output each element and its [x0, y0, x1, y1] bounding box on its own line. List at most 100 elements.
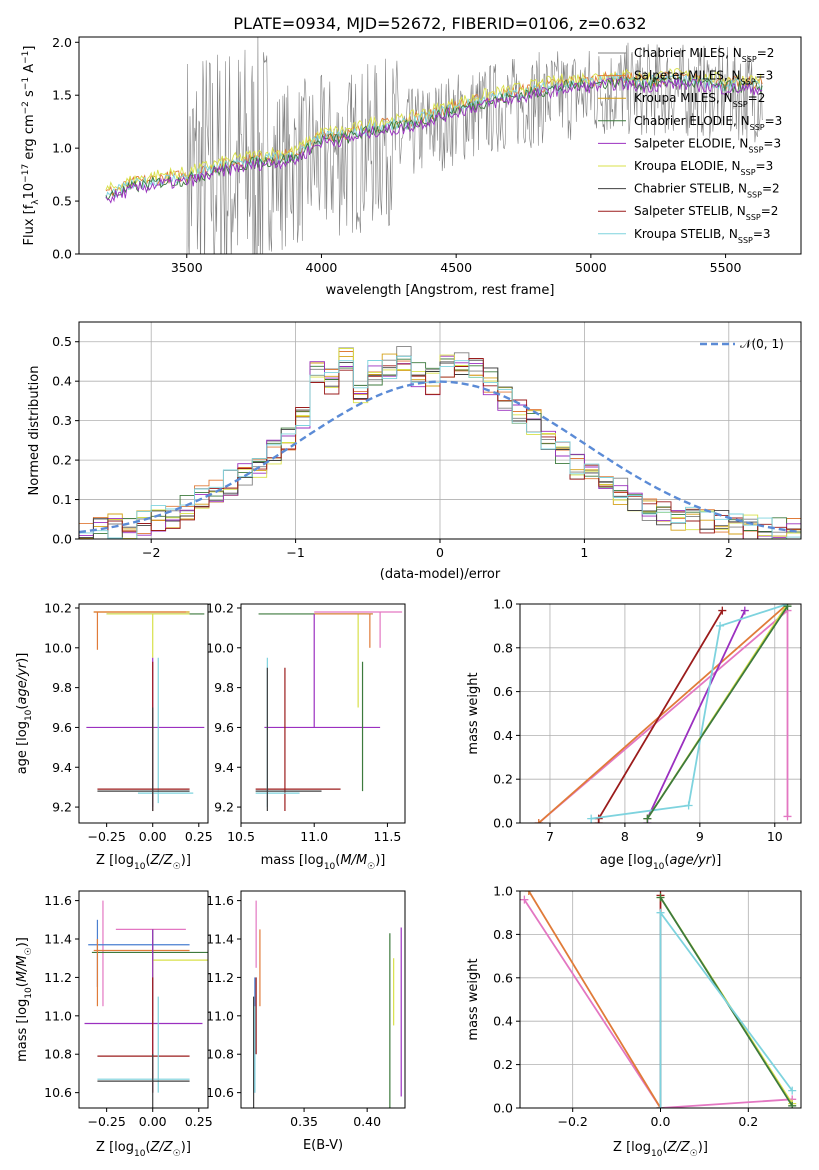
y-tick-label: 1.5	[52, 88, 72, 103]
plus-marker	[684, 801, 693, 810]
x-tick-label: 9	[696, 829, 704, 844]
plus-marker	[520, 895, 529, 904]
panel-mass_vs_Z: −0.25 0.00 0.25 10.6 10.8 11.0 11.2 11.4 11.6 Z […	[15, 890, 213, 1159]
plus-marker	[524, 891, 533, 895]
y-tick-label: 0.2	[493, 1057, 513, 1072]
legend-label: Salpeter ELODIE, NSSP=3	[634, 136, 781, 154]
y-tick-label: 0.1	[52, 492, 72, 507]
legend-label: Kroupa MILES, NSSP=2	[634, 91, 765, 109]
x-tick-label: 5000	[575, 260, 607, 275]
axes-frame	[519, 603, 802, 824]
panel-age_vs_mass: 10.5 11.0 11.5 9.2 9.4 9.6 9.8 10.0 10.2 mass [lo…	[206, 600, 406, 872]
axes-frame	[240, 603, 406, 824]
y-tick-label: 9.8	[52, 680, 72, 695]
plus-marker	[656, 1104, 665, 1108]
plus-marker	[656, 908, 665, 917]
x-tick-label: 10	[767, 829, 783, 844]
x-tick-label: −2	[142, 545, 160, 560]
y-tick-label: 10.0	[44, 640, 72, 655]
histogram-step-8	[79, 355, 801, 539]
x-tick-label: 0.2	[738, 1114, 758, 1129]
legend-label: Kroupa ELODIE, NSSP=3	[634, 159, 773, 177]
x-tick-label: 7	[546, 829, 554, 844]
x-tick-label: 0.25	[185, 829, 213, 844]
plus-marker	[740, 606, 749, 615]
x-tick-label: −0.2	[558, 1114, 588, 1129]
cumulative-line-1	[528, 891, 662, 1108]
axes-frame	[240, 890, 406, 1109]
axes-frame	[78, 321, 802, 540]
legend-label: Chabrier STELIB, NSSP=2	[634, 182, 780, 200]
y-tick-label: 9.8	[214, 680, 234, 695]
x-axis-label: (data-model)/error	[380, 567, 501, 582]
y-tick-label: 10.8	[206, 1047, 234, 1062]
legend-label: Salpeter MILES, NSSP=3	[634, 69, 773, 87]
y-tick-label: 11.4	[44, 932, 72, 947]
figure-title: PLATE=0934, MJD=52672, FIBERID=0106, z=0…	[233, 14, 646, 33]
cumulative-line-0	[523, 899, 793, 1108]
axes-frame	[78, 890, 209, 1109]
x-tick-label: 0.35	[290, 1114, 318, 1129]
plus-marker	[587, 814, 596, 823]
legend-label: Chabrier ELODIE, NSSP=3	[634, 114, 782, 132]
x-axis-label: mass [log10(M/M☉)]	[261, 853, 386, 872]
cumulative-line-1	[538, 604, 789, 823]
y-tick-label: 11.6	[206, 893, 234, 908]
y-tick-label: 11.2	[44, 970, 72, 985]
legend-label: 𝒩(0, 1)	[740, 337, 784, 351]
x-axis-label: Z [log10(Z/Z☉)]	[613, 1140, 708, 1159]
y-tick-label: 10.8	[44, 1047, 72, 1062]
plus-marker	[534, 819, 543, 823]
y-tick-label: 9.2	[52, 800, 72, 815]
plot-area-residuals	[79, 346, 801, 539]
y-tick-label: 9.4	[214, 760, 234, 775]
y-tick-label: 9.6	[214, 720, 234, 735]
gaussian-curve	[79, 380, 801, 534]
plus-marker	[788, 1086, 797, 1095]
plus-marker	[643, 814, 652, 823]
plot-area-cum_age	[534, 604, 792, 823]
y-tick-label: 11.6	[44, 893, 72, 908]
x-axis-label: wavelength [Angstrom, rest frame]	[326, 283, 555, 298]
plus-marker	[783, 812, 792, 821]
cumulative-line-5	[591, 604, 788, 820]
y-axis-label: age [log10(age/yr)]	[15, 653, 34, 775]
panel-residuals: −2 −1 0 1 2 0.0 0.1 0.2 0.3 0.4 0.5 𝒩(0, 1) (data-mo…	[27, 321, 802, 582]
y-tick-label: 11.0	[44, 1008, 72, 1023]
plot-area-mass_vs_Z	[84, 900, 208, 1108]
y-tick-label: 0.6	[493, 684, 513, 699]
y-tick-label: 1.0	[52, 141, 72, 156]
y-tick-label: 0.2	[52, 453, 72, 468]
x-tick-label: 0.00	[139, 1114, 167, 1129]
y-tick-label: 0.6	[493, 970, 513, 985]
x-tick-label: 4000	[306, 260, 338, 275]
y-tick-label: 0.4	[493, 1014, 513, 1029]
y-tick-label: 10.2	[206, 600, 234, 615]
y-tick-label: 1.0	[493, 597, 513, 612]
x-axis-label: E(B-V)	[303, 1138, 343, 1153]
y-tick-label: 11.2	[206, 970, 234, 985]
plot-area-spectrum	[105, 37, 763, 254]
plot-area-age_vs_mass	[255, 611, 403, 812]
y-tick-label: 0.5	[52, 194, 72, 209]
model-line	[105, 76, 763, 201]
y-tick-label: 0.4	[52, 374, 72, 389]
x-tick-label: −0.25	[87, 829, 125, 844]
y-tick-label: 10.0	[206, 640, 234, 655]
model-line	[105, 76, 763, 204]
y-tick-label: 0.4	[493, 728, 513, 743]
plot-area-mass_vs_ebv	[253, 900, 402, 1108]
x-tick-label: 5500	[710, 260, 742, 275]
plus-marker	[718, 606, 727, 615]
x-tick-label: 0.25	[185, 1114, 213, 1129]
plot-area-age_vs_Z	[86, 611, 205, 812]
legend-label: Salpeter STELIB, NSSP=2	[634, 204, 778, 222]
plus-marker	[716, 621, 725, 630]
y-tick-label: 0.0	[493, 816, 513, 831]
y-tick-label: 11.0	[206, 1008, 234, 1023]
y-tick-label: 9.4	[52, 760, 72, 775]
x-tick-label: 2	[725, 545, 733, 560]
y-tick-label: 0.5	[52, 334, 72, 349]
model-line	[105, 68, 763, 192]
